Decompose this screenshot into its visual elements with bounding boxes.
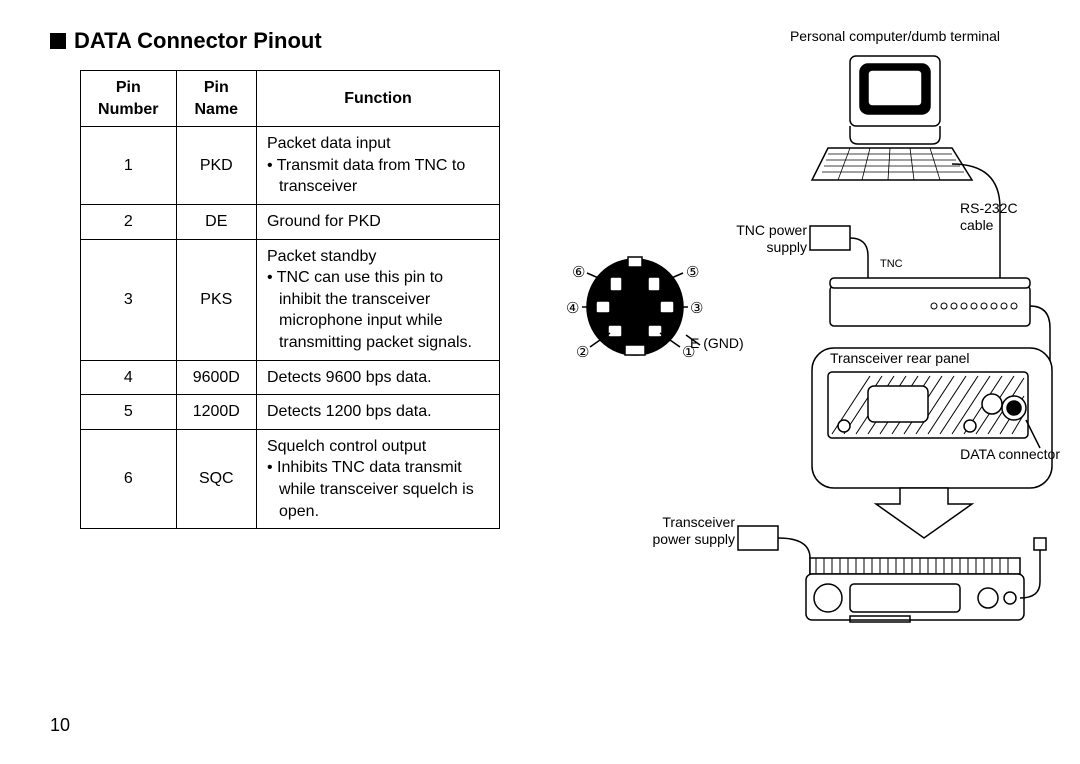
col-pin-number: Pin Number (81, 71, 177, 127)
cell-pin-name: 9600D (176, 360, 256, 395)
cell-function: Squelch control outputInhibits TNC data … (256, 429, 499, 528)
pin2-label: ② (576, 344, 589, 361)
title-text: DATA Connector Pinout (74, 28, 322, 54)
cell-pin-number: 2 (81, 204, 177, 239)
rear-panel-label: Transceiver rear panel (830, 350, 970, 367)
cell-pin-name: 1200D (176, 395, 256, 430)
cell-pin-name: SQC (176, 429, 256, 528)
data-connector-label: DATA connector (940, 446, 1060, 463)
table-row: 3PKSPacket standbyTNC can use this pin t… (81, 239, 500, 360)
cell-pin-name: PKS (176, 239, 256, 360)
cell-function: Ground for PKD (256, 204, 499, 239)
cell-function: Packet standbyTNC can use this pin to in… (256, 239, 499, 360)
pin6-label: ⑥ (572, 264, 585, 281)
cell-pin-name: PKD (176, 127, 256, 205)
cell-function: Detects 1200 bps data. (256, 395, 499, 430)
rs232-label: RS-232C cable (960, 200, 1040, 234)
cell-function: Detects 9600 bps data. (256, 360, 499, 395)
cell-function: Packet data inputTransmit data from TNC … (256, 127, 499, 205)
table-row: 1PKDPacket data inputTransmit data from … (81, 127, 500, 205)
cell-pin-name: DE (176, 204, 256, 239)
system-diagram: Personal computer/dumb terminal (700, 28, 1070, 668)
xcvr-power-label: Transceiver power supply (640, 514, 735, 548)
tnc-power-label: TNC power supply (712, 222, 807, 256)
table-row: 49600DDetects 9600 bps data. (81, 360, 500, 395)
section-title: DATA Connector Pinout (50, 28, 322, 54)
pin5-label: ⑤ (686, 264, 699, 281)
pinout-table: Pin Number Pin Name Function 1PKDPacket … (80, 70, 500, 529)
table-row: 6SQCSquelch control outputInhibits TNC d… (81, 429, 500, 528)
col-pin-name: Pin Name (176, 71, 256, 127)
pc-label: Personal computer/dumb terminal (780, 28, 1010, 45)
cell-pin-number: 5 (81, 395, 177, 430)
pin4-label: ④ (566, 300, 579, 317)
col-function: Function (256, 71, 499, 127)
square-bullet-icon (50, 33, 66, 49)
cell-pin-number: 6 (81, 429, 177, 528)
tnc-label: TNC (880, 258, 903, 271)
table-row: 2DEGround for PKD (81, 204, 500, 239)
cell-pin-number: 1 (81, 127, 177, 205)
page-number: 10 (50, 715, 70, 736)
cell-pin-number: 4 (81, 360, 177, 395)
cell-pin-number: 3 (81, 239, 177, 360)
table-row: 51200DDetects 1200 bps data. (81, 395, 500, 430)
table-header-row: Pin Number Pin Name Function (81, 71, 500, 127)
